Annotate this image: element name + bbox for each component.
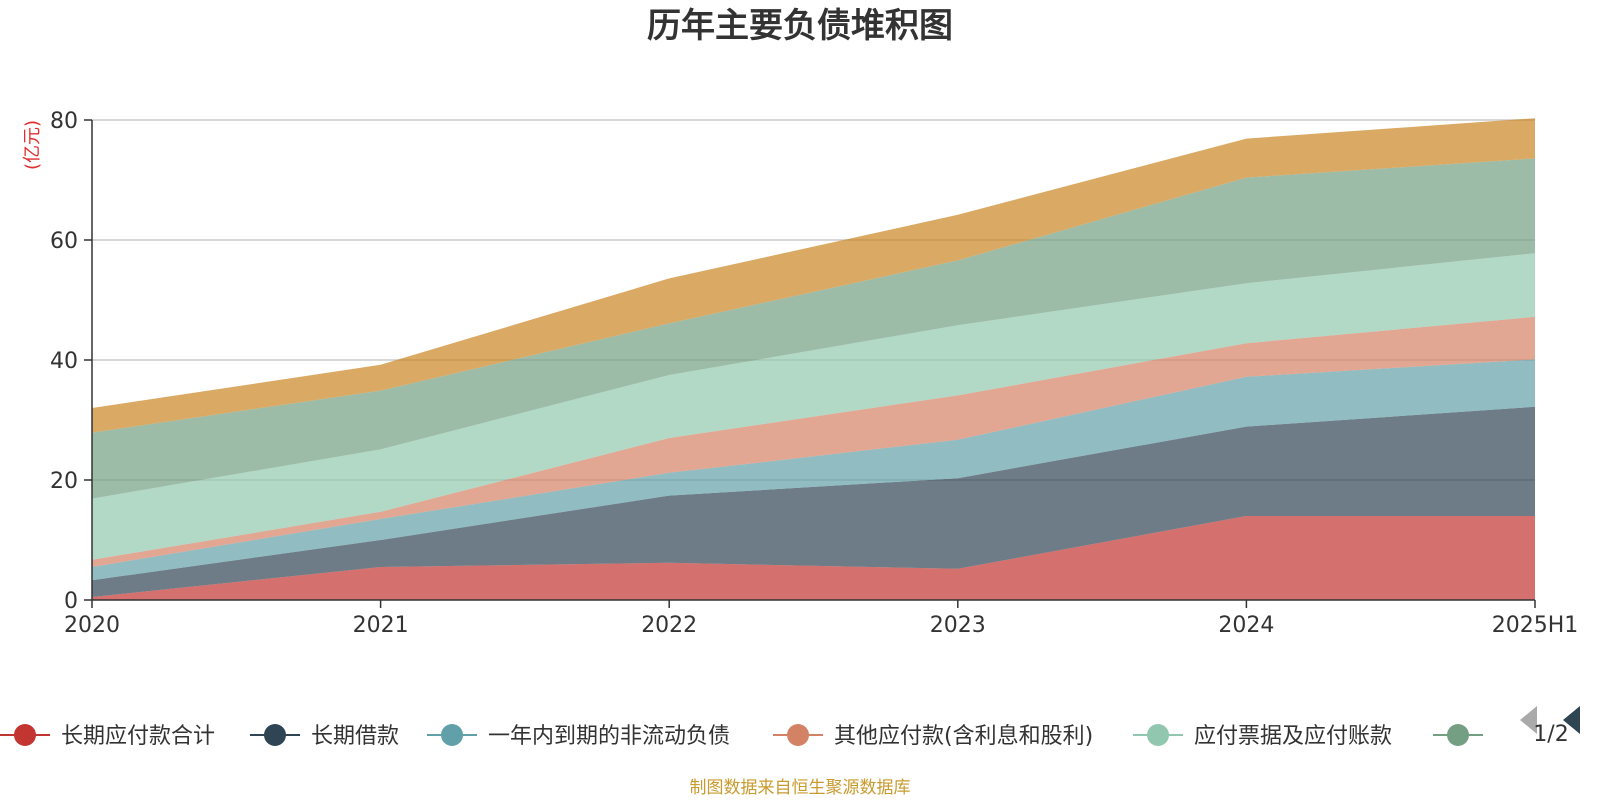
legend-label: 应付票据及应付账款 bbox=[1194, 724, 1392, 749]
x-tick-label: 2022 bbox=[641, 613, 697, 638]
legend: 长期应付款合计 长期借款 一年内到期的非流动负债 其他应付款(含利息和股利) 应付票据及… bbox=[0, 724, 1483, 749]
legend-label: 长期应付款合计 bbox=[61, 724, 215, 749]
area-series-2[interactable] bbox=[92, 406, 1535, 597]
x-tick-label: 2024 bbox=[1218, 613, 1274, 638]
legend-marker bbox=[264, 724, 286, 746]
legend-item-5[interactable]: 应付票据及应付账款 bbox=[1133, 724, 1392, 749]
legend-item-3[interactable]: 一年内到期的非流动负债 bbox=[427, 724, 730, 749]
y-tick-label: 60 bbox=[50, 229, 78, 254]
area-series-7[interactable] bbox=[92, 118, 1535, 433]
triangle-right-icon[interactable] bbox=[1563, 706, 1580, 734]
legend-item-6[interactable] bbox=[1433, 724, 1483, 746]
legend-page-indicator: 1/2 bbox=[1533, 722, 1568, 747]
x-tick-label: 2023 bbox=[930, 613, 986, 638]
y-tick-label: 0 bbox=[64, 589, 78, 614]
data-source-note: 制图数据来自恒生聚源数据库 bbox=[690, 778, 911, 798]
area-series bbox=[92, 118, 1535, 600]
legend-item-2[interactable]: 长期借款 bbox=[250, 724, 399, 749]
area-series-6[interactable] bbox=[92, 158, 1535, 499]
legend-pager: 1/2 bbox=[1520, 706, 1580, 747]
legend-label: 其他应付款(含利息和股利) bbox=[834, 724, 1093, 749]
legend-item-4[interactable]: 其他应付款(含利息和股利) bbox=[773, 724, 1093, 749]
area-series-3[interactable] bbox=[92, 359, 1535, 581]
y-tick-label: 40 bbox=[50, 349, 78, 374]
triangle-left-icon[interactable] bbox=[1520, 706, 1537, 734]
y-tick-label: 80 bbox=[50, 109, 78, 134]
legend-marker bbox=[441, 724, 463, 746]
axes: 0 20 40 60 80 2020 2021 2022 2023 2024 2025H1 bbox=[50, 109, 1578, 638]
x-tick-label: 2021 bbox=[353, 613, 409, 638]
legend-label: 一年内到期的非流动负债 bbox=[488, 724, 730, 749]
x-tick-label: 2020 bbox=[64, 613, 120, 638]
area-series-4[interactable] bbox=[92, 316, 1535, 567]
legend-marker bbox=[1147, 724, 1169, 746]
legend-marker bbox=[14, 724, 36, 746]
x-tick-label: 2025H1 bbox=[1492, 613, 1579, 638]
legend-marker bbox=[1447, 724, 1469, 746]
legend-item-1[interactable]: 长期应付款合计 bbox=[0, 724, 215, 749]
legend-marker bbox=[787, 724, 809, 746]
y-axis-unit-label: (亿元) bbox=[22, 120, 43, 170]
area-series-5[interactable] bbox=[92, 253, 1535, 560]
legend-label: 长期借款 bbox=[311, 724, 399, 749]
chart-title: 历年主要负债堆积图 bbox=[647, 6, 953, 46]
y-tick-label: 20 bbox=[50, 469, 78, 494]
area-series-1[interactable] bbox=[92, 516, 1535, 600]
